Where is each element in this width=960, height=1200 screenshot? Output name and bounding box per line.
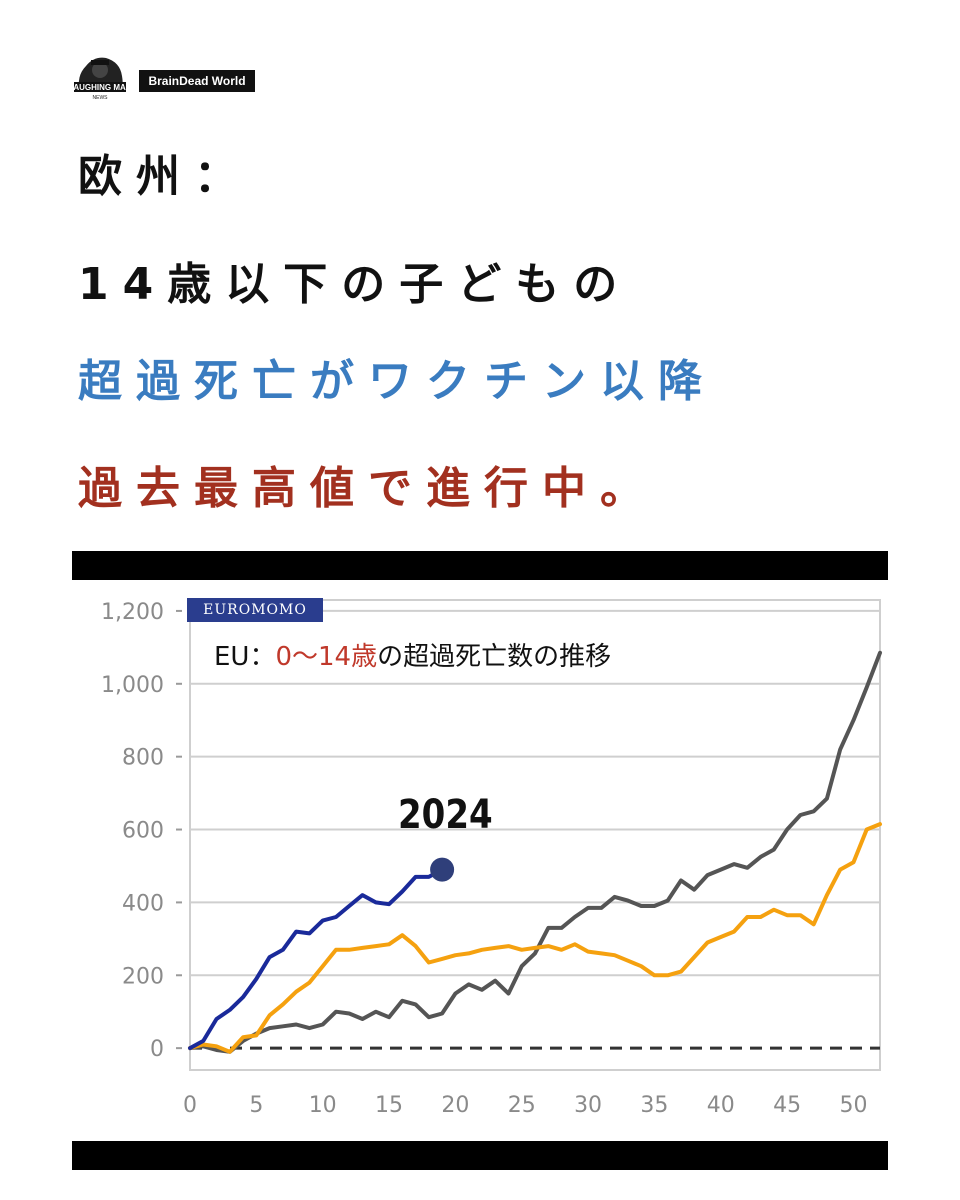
y-tick-label: 400 (122, 891, 164, 916)
divider-bar-top (72, 551, 888, 580)
x-tick-label: 25 (508, 1093, 536, 1118)
chart-panel: 0 200 400 600 800 1,000 1,200 0 5 10 15 20 25 30 35 40 4… (72, 580, 888, 1141)
x-tick-label: 15 (375, 1093, 403, 1118)
x-tick-label: 10 (309, 1093, 337, 1118)
x-tick-label: 50 (839, 1093, 867, 1118)
end-marker-2024 (430, 857, 455, 882)
x-tick-label: 40 (707, 1093, 735, 1118)
headline-line-1: 欧州： (78, 151, 252, 202)
headline-line-3: 超過死亡がワクチン以降 (78, 356, 716, 407)
plot-frame (189, 599, 881, 1071)
x-tick-label: 45 (773, 1093, 801, 1118)
series-line-1 (188, 822, 882, 1054)
headline-line-4: 過去最高値で進行中。 (78, 463, 658, 514)
x-tick-label: 35 (640, 1093, 668, 1118)
x-tick-label: 30 (574, 1093, 602, 1118)
y-tick-label: 0 (150, 1037, 164, 1062)
x-tick-label: 0 (183, 1093, 197, 1118)
y-tick-label: 1,000 (101, 673, 164, 698)
x-tick-label: 20 (441, 1093, 469, 1118)
laughing-man-logo: LAUGHING MAN NEWS (72, 57, 128, 101)
y-tick-label: 1,200 (101, 600, 164, 625)
y-tick-label: 800 (122, 746, 164, 771)
source-badge: EUROMOMO (187, 598, 323, 622)
x-tick-label: 5 (249, 1093, 263, 1118)
logo-subtext: NEWS (93, 95, 109, 101)
series-line-2 (188, 867, 445, 1051)
headline-line-2: 14歳以下の子どもの (78, 259, 632, 310)
y-tick-label: 600 (122, 819, 164, 844)
line-chart: 0 200 400 600 800 1,000 1,200 0 5 10 15 20 25 30 35 40 4… (101, 599, 882, 1118)
brand-tag: BrainDead World (139, 70, 255, 92)
logo-text: LAUGHING MAN (72, 83, 128, 92)
year-annotation: 2024 (398, 792, 493, 838)
chart-title-prefix: EU： (214, 642, 276, 672)
y-tick-label: 200 (122, 964, 164, 989)
chart-title: EU：0～14歳の超過死亡数の推移 (214, 636, 611, 673)
divider-bar-bottom (72, 1141, 888, 1170)
chart-title-highlight: 0～14歳 (275, 642, 378, 672)
chart-title-suffix: の超過死亡数の推移 (377, 642, 612, 672)
series-line-0 (188, 650, 882, 1054)
